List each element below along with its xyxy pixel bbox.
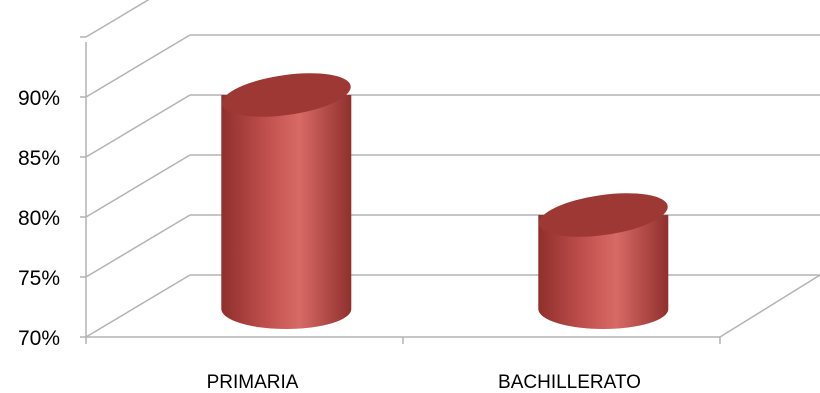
x-axis-labels: PRIMARIA BACHILLERATO [207, 372, 641, 393]
gridlines [85, 0, 820, 338]
cylinder-top [538, 193, 668, 237]
x-category-label: BACHILLERATO [498, 372, 641, 393]
side-gridline [85, 274, 191, 338]
cylinder-bar [538, 193, 669, 329]
cylinder-body [538, 215, 669, 329]
y-tick-label: 80% [18, 207, 60, 230]
side-gridline [85, 154, 191, 218]
side-gridline [85, 34, 191, 98]
cylinder-body [221, 95, 352, 329]
y-tick-label: 75% [18, 267, 60, 290]
y-tick-label: 90% [18, 87, 60, 110]
side-gridline [85, 94, 191, 158]
x-category-label: PRIMARIA [207, 372, 299, 393]
side-gridline [85, 214, 191, 278]
bars [221, 73, 669, 329]
y-axis-ticks: 70% 75% 80% 85% 90% [18, 87, 60, 350]
y-tick-label: 85% [18, 147, 60, 170]
chart-walls [80, 36, 820, 344]
cylinder-top [221, 73, 351, 117]
side-gridline [85, 0, 150, 38]
y-tick-label: 70% [18, 327, 60, 350]
floor-edge [719, 274, 820, 338]
cylinder-bar [221, 73, 352, 329]
